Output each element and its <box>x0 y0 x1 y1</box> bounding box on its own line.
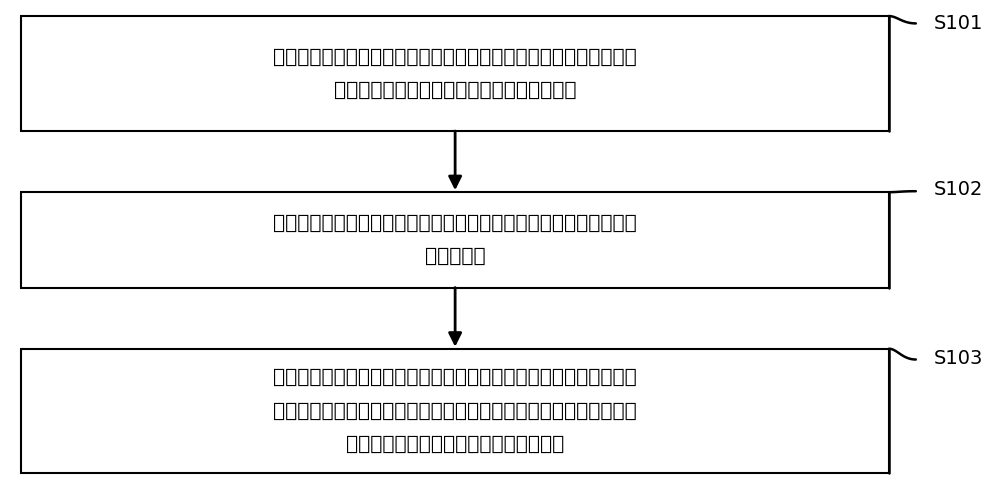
Text: 速校正频率: 速校正频率 <box>425 247 485 266</box>
FancyBboxPatch shape <box>21 349 889 473</box>
Text: 当检测到电机启动时，根据设定的位置计算公式及初始的转速校正频: 当检测到电机启动时，根据设定的位置计算公式及初始的转速校正频 <box>273 47 637 66</box>
Text: 下一控制周期内的转子位置角，并将下一控制周期作为新的当前控制: 下一控制周期内的转子位置角，并将下一控制周期作为新的当前控制 <box>273 401 637 421</box>
Text: 根据位置计算公式及当前控制周期校正的转速校正频率，确定电机在: 根据位置计算公式及当前控制周期校正的转速校正频率，确定电机在 <box>273 369 637 387</box>
Text: S103: S103 <box>934 349 983 368</box>
FancyBboxPatch shape <box>21 16 889 131</box>
Text: 基于霍尔位置传感器输出端在当前控制周期内的电平信号值，校正转: 基于霍尔位置传感器输出端在当前控制周期内的电平信号值，校正转 <box>273 214 637 233</box>
Text: S102: S102 <box>934 180 983 199</box>
Text: 周期，返回执行转速校正频率的校正操作: 周期，返回执行转速校正频率的校正操作 <box>346 435 564 454</box>
Text: S101: S101 <box>934 14 983 33</box>
Text: 率，确定电机在当前控制周期内的转子位置角: 率，确定电机在当前控制周期内的转子位置角 <box>334 81 576 100</box>
FancyBboxPatch shape <box>21 192 889 288</box>
